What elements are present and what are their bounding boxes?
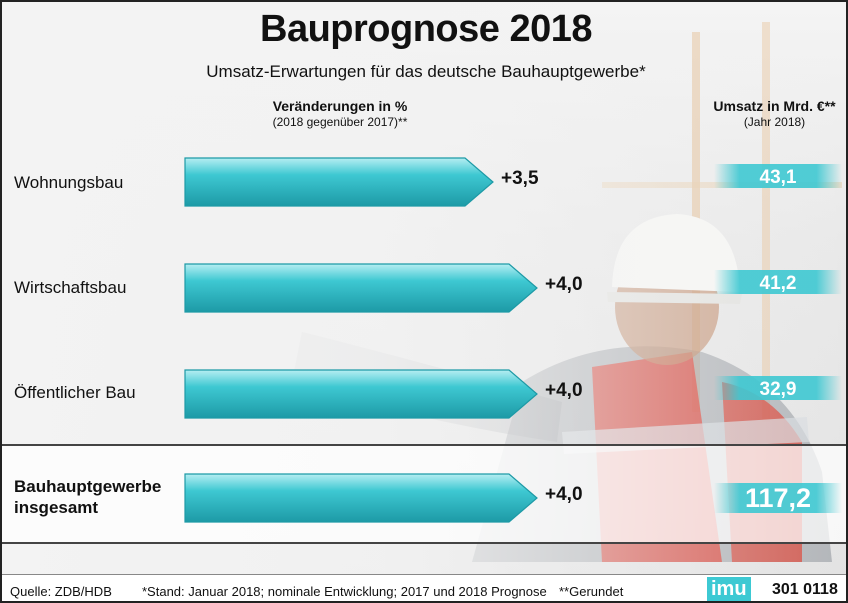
row-label-wohnungsbau: Wohnungsbau xyxy=(14,173,124,192)
change-column-header: Veränderungen in % (2018 gegenüber 2017)… xyxy=(260,98,420,129)
change-value-label: +4,0 xyxy=(545,274,583,295)
revenue-value-band xyxy=(714,164,842,188)
revenue-value-label: 43,1 xyxy=(760,167,797,188)
change-bar xyxy=(184,263,538,313)
change-bar xyxy=(184,157,494,207)
revenue-value-band xyxy=(714,270,842,294)
row-label-oeffentlicher-bau: Öffentlicher Bau xyxy=(14,383,136,402)
change-bar xyxy=(184,473,538,523)
row-label-total-line1: Bauhauptgewerbe xyxy=(14,477,162,496)
source-note: Quelle: ZDB/HDB xyxy=(10,584,112,599)
revenue-header-sub: (Jahr 2018) xyxy=(743,115,806,129)
row-label-total: Bauhauptgewerbe insgesamt xyxy=(14,476,161,518)
revenue-column-header: Umsatz in Mrd. €** (Jahr 2018) xyxy=(702,98,846,129)
change-header-main: Veränderungen in % xyxy=(272,98,408,114)
graphic-code: 301 0118 xyxy=(772,581,838,598)
row-label-total-line2: insgesamt xyxy=(14,498,99,517)
chart-subtitle: Umsatz-Erwartungen für das deutsche Bauh… xyxy=(206,62,646,81)
footnote-stand: *Stand: Januar 2018; nominale Entwicklun… xyxy=(142,584,547,599)
revenue-value-label: 41,2 xyxy=(760,273,797,294)
change-value-label: +4,0 xyxy=(545,484,583,505)
chart-title: Bauprognose 2018 xyxy=(260,8,593,50)
revenue-value-label: 32,9 xyxy=(760,379,797,400)
footer: Quelle: ZDB/HDB *Stand: Januar 2018; nom… xyxy=(2,574,846,601)
imu-logo: imu xyxy=(707,577,751,601)
change-value-label: +3,5 xyxy=(501,168,539,189)
change-header-sub: (2018 gegenüber 2017)** xyxy=(272,115,408,129)
revenue-value-label: 117,2 xyxy=(745,483,811,513)
footnote-gerundet: **Gerundet xyxy=(559,584,624,599)
revenue-header-main: Umsatz in Mrd. €** xyxy=(713,98,836,114)
revenue-value-band xyxy=(714,483,842,513)
change-bar xyxy=(184,369,538,419)
revenue-value-band xyxy=(714,376,842,400)
change-value-label: +4,0 xyxy=(545,380,583,401)
row-label-wirtschaftsbau: Wirtschaftsbau xyxy=(14,278,127,297)
